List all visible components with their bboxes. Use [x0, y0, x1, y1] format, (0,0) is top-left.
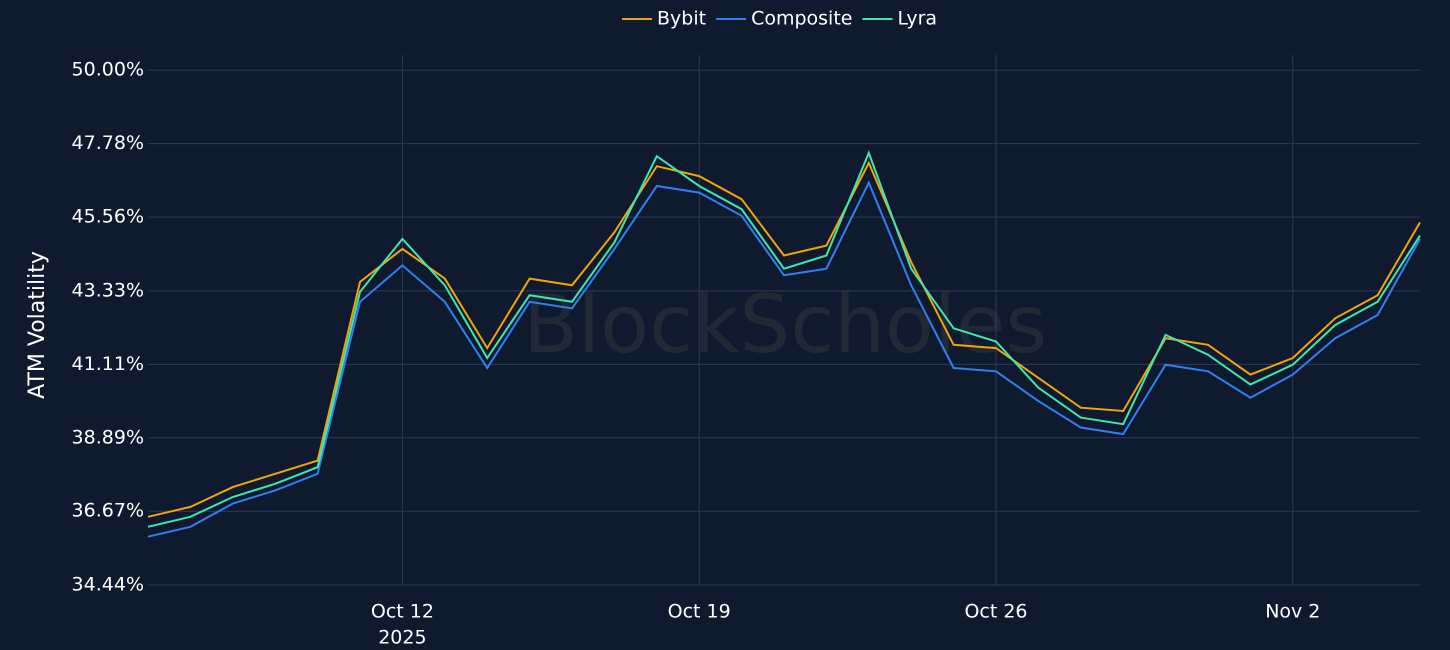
y-tick-label: 47.78%: [72, 132, 144, 154]
y-tick-label: 36.67%: [72, 500, 144, 522]
series-line: [147, 160, 1421, 518]
y-tick-label: 45.56%: [72, 206, 144, 228]
y-tick-label: 43.33%: [72, 279, 144, 301]
watermark: BlockScholes: [523, 278, 1047, 371]
x-tick-label: Oct 19: [668, 601, 731, 623]
x-tick-label: Oct 12: [371, 601, 434, 623]
legend: Bybit Composite Lyra: [622, 8, 937, 30]
x-year-label: 2025: [378, 627, 426, 649]
x-tick-label: Oct 26: [964, 601, 1027, 623]
y-tick-label: 34.44%: [72, 574, 144, 596]
y-tick-label: 38.89%: [72, 426, 144, 448]
y-tick-label: 50.00%: [72, 59, 144, 81]
legend-label: Lyra: [897, 8, 937, 30]
legend-label: Bybit: [657, 8, 706, 30]
series-line: [147, 180, 1421, 538]
y-axis-label: ATM Volatility: [25, 251, 50, 399]
y-tick-label: 41.11%: [72, 353, 144, 375]
series-line: [147, 150, 1421, 528]
x-tick-label: Nov 2: [1265, 601, 1320, 623]
legend-label: Composite: [751, 8, 852, 30]
